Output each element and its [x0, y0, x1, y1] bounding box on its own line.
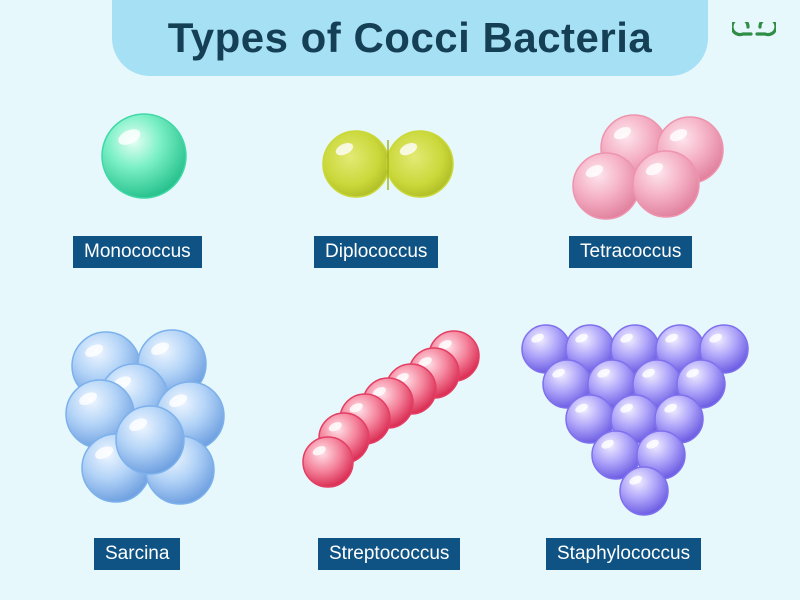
- label-streptococcus: Streptococcus: [318, 538, 461, 570]
- cell-highlight: [646, 439, 659, 449]
- tetracoccus-cluster: [572, 114, 724, 220]
- cell-highlight: [79, 392, 98, 406]
- cell-highlight: [95, 446, 114, 460]
- cell-highlight: [118, 129, 141, 145]
- diplococcus-cluster: [322, 130, 454, 198]
- staphylococcus-cluster: [521, 324, 749, 516]
- cell-highlight: [552, 368, 565, 378]
- cell-highlight: [665, 333, 678, 343]
- label-diplococcus: Diplococcus: [314, 236, 439, 268]
- cell-highlight: [664, 403, 677, 413]
- cell-highlight: [585, 164, 604, 178]
- cell-highlight: [601, 439, 614, 449]
- diplococcus-cell: [322, 130, 390, 198]
- monococcus-cell: [101, 113, 187, 199]
- cell-highlight: [349, 403, 363, 413]
- cell-highlight: [709, 333, 722, 343]
- cell-highlight: [335, 142, 354, 156]
- cell-highlight: [328, 422, 342, 432]
- label-monococcus: Monococcus: [73, 236, 202, 268]
- tetracoccus-cell: [572, 152, 640, 220]
- cell-highlight: [418, 357, 432, 367]
- cell-highlight: [169, 394, 188, 408]
- label-staphylococcus: Staphylococcus: [546, 538, 702, 570]
- streptococcus-cluster: [302, 330, 480, 488]
- sarcina-cluster: [65, 329, 225, 505]
- label-sarcina: Sarcina: [94, 538, 181, 570]
- label-tetracoccus: Tetracoccus: [569, 236, 693, 268]
- monococcus-cluster: [101, 113, 187, 199]
- streptococcus-cell: [302, 436, 354, 488]
- cell-highlight: [575, 333, 588, 343]
- cell-highlight: [686, 368, 699, 378]
- cell-highlight: [151, 342, 170, 356]
- cell-highlight: [372, 387, 386, 397]
- geeksforgeeks-logo-icon: [732, 22, 776, 37]
- title-banner: Types of Cocci Bacteria: [112, 0, 708, 76]
- cell-highlight: [642, 368, 655, 378]
- diplococcus-cell: [386, 130, 454, 198]
- cell-highlight: [597, 368, 610, 378]
- cell-highlight: [438, 340, 452, 350]
- cell-highlight: [85, 344, 104, 358]
- cell-highlight: [620, 333, 633, 343]
- cell-highlight: [669, 128, 688, 142]
- cell-highlight: [129, 418, 148, 432]
- cell-highlight: [312, 446, 326, 456]
- staphylococcus-cell: [619, 466, 669, 516]
- page-title: Types of Cocci Bacteria: [167, 14, 653, 61]
- cell-highlight: [613, 126, 632, 140]
- cell-highlight: [620, 403, 633, 413]
- cell-highlight: [531, 333, 544, 343]
- cell-highlight: [575, 403, 588, 413]
- tetracoccus-cell: [632, 150, 700, 218]
- cell-highlight: [399, 142, 418, 156]
- cell-highlight: [629, 475, 642, 485]
- sarcina-cell: [115, 405, 185, 475]
- cell-highlight: [645, 162, 664, 176]
